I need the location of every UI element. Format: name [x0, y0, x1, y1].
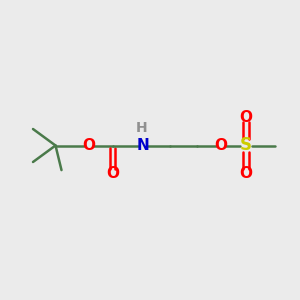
Text: O: O: [82, 138, 95, 153]
Text: S: S: [240, 136, 252, 154]
Text: O: O: [239, 167, 253, 182]
Text: O: O: [106, 167, 119, 182]
Text: O: O: [239, 110, 253, 124]
Text: O: O: [214, 138, 227, 153]
Text: N: N: [136, 138, 149, 153]
Text: H: H: [136, 121, 148, 134]
